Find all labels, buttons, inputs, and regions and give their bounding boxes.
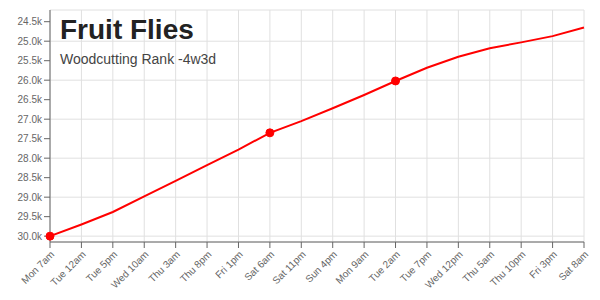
html-text:Fruit Flies: Fruit Flies <box>60 14 194 45</box>
svg-text:29.0k: 29.0k <box>18 192 43 203</box>
svg-text:30.0k: 30.0k <box>18 231 43 242</box>
svg-text:Tue 12am: Tue 12am <box>48 249 87 288</box>
svg-text:Wed 12pm: Wed 12pm <box>423 249 465 291</box>
svg-text:Wed 10am: Wed 10am <box>109 249 151 291</box>
svg-text:25.0k: 25.0k <box>18 36 43 47</box>
svg-text:27.0k: 27.0k <box>18 114 43 125</box>
svg-text:28.5k: 28.5k <box>18 172 43 183</box>
svg-text:26.5k: 26.5k <box>18 94 43 105</box>
svg-text:Sun 4pm: Sun 4pm <box>303 248 340 285</box>
svg-text:Thu 5am: Thu 5am <box>460 248 497 285</box>
svg-text:Tue 2am: Tue 2am <box>367 249 402 284</box>
svg-text:Thu 3am: Thu 3am <box>146 249 182 285</box>
svg-text:Sat 6am: Sat 6am <box>242 248 277 283</box>
svg-text:27.5k: 27.5k <box>18 133 43 144</box>
svg-text:Fri 3pm: Fri 3pm <box>527 249 559 281</box>
svg-text:24.5k: 24.5k <box>18 16 43 27</box>
svg-text:Tue 5pm: Tue 5pm <box>83 248 120 285</box>
svg-text:Sat 11pm: Sat 11pm <box>270 249 308 287</box>
svg-text:Sat 8am: Sat 8am <box>556 249 590 283</box>
svg-text:Mon 7am: Mon 7am <box>19 248 57 286</box>
svg-text:26.0k: 26.0k <box>18 75 43 86</box>
svg-text:28.0k: 28.0k <box>18 153 43 164</box>
svg-text:29.5k: 29.5k <box>18 211 43 222</box>
html-text:Woodcutting Rank -4w3d: Woodcutting Rank -4w3d <box>60 51 217 67</box>
svg-text:Mon 9am: Mon 9am <box>333 249 370 286</box>
svg-text:Fri 1pm: Fri 1pm <box>213 249 245 281</box>
svg-text:Thu 10pm: Thu 10pm <box>488 249 528 289</box>
svg-text:Thu 8pm: Thu 8pm <box>178 249 214 285</box>
svg-text:Tue 7pm: Tue 7pm <box>398 248 434 285</box>
svg-text:25.5k: 25.5k <box>18 55 43 66</box>
